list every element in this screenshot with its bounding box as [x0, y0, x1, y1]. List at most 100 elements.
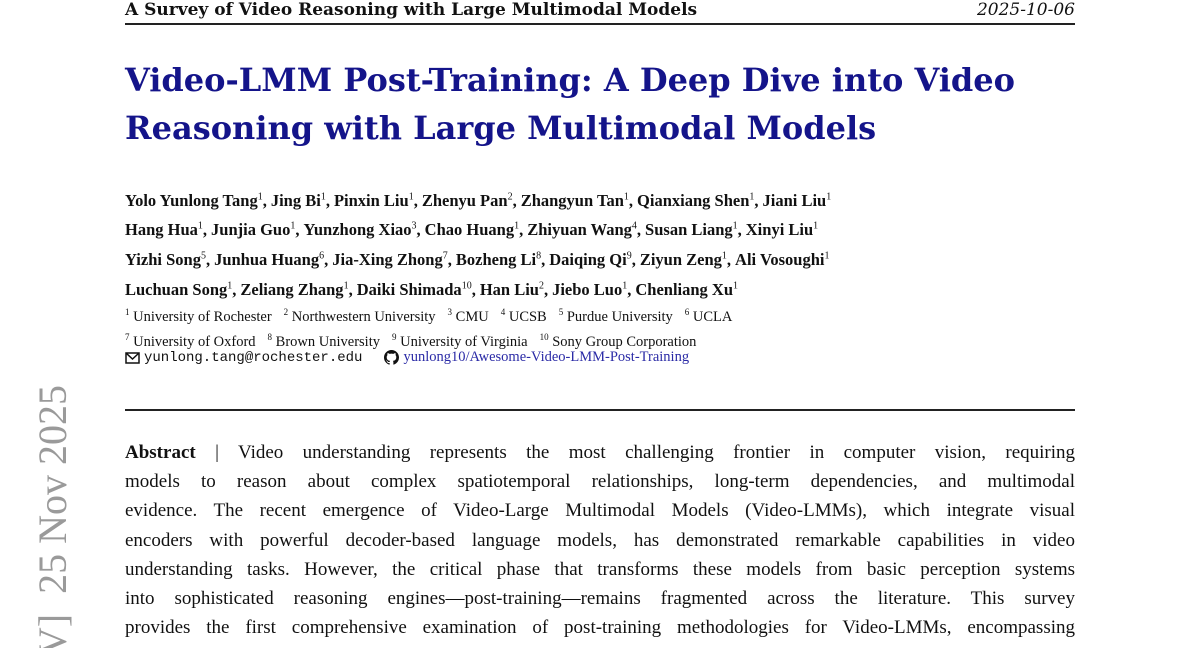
running-title: A Survey of Video Reasoning with Large M…	[125, 0, 698, 20]
running-date: 2025-10-06	[976, 0, 1075, 20]
author-name: Zeliang Zhang	[240, 279, 344, 299]
author-name: Susan Liang	[645, 220, 733, 240]
author: Junhua Huang6	[214, 250, 328, 269]
author-line: Yizhi Song5Junhua Huang6Jia-Xing Zhong7B…	[125, 244, 1075, 274]
affiliation: 2 Northwestern University	[283, 307, 436, 325]
author: Jiani Liu1	[763, 191, 832, 210]
author: Bozheng Li8	[456, 250, 545, 269]
author: Junjia Guo1	[211, 220, 299, 239]
github-link[interactable]: yunlong10/Awesome-Video-LMM-Post-Trainin…	[403, 349, 690, 365]
author-affiliation-mark: 1	[733, 280, 739, 292]
github-icon	[384, 350, 400, 365]
author-affiliation-mark: 1	[408, 191, 414, 202]
author-name: Yunzhong Xiao	[303, 220, 412, 240]
abstract-lead: Abstract | Video understanding represent…	[125, 442, 1075, 463]
author: Chao Huang1	[425, 220, 524, 239]
affiliation-number: 2	[283, 307, 289, 317]
author-line: Hang Hua1Junjia Guo1Yunzhong Xiao3Chao H…	[125, 214, 1075, 244]
affiliation-line: 7 University of Oxford 8 Brown University…	[125, 327, 744, 352]
abstract-text: evidence. The recent emergence of Video-…	[125, 500, 1075, 522]
affiliation-number: 4	[500, 307, 506, 317]
abstract-text: encoders with powerful decoder-based lan…	[125, 529, 1075, 551]
author: Luchuan Song1	[125, 280, 236, 299]
author-affiliation-mark: 7	[442, 250, 448, 262]
author: Daiqing Qi9	[549, 250, 636, 269]
abstract-line: into sophisticated reasoning engines—pos…	[125, 584, 1075, 613]
affiliation-name: Purdue University	[566, 308, 673, 325]
affiliation-number: 3	[447, 307, 453, 317]
author-affiliation-mark: 2	[538, 280, 544, 292]
affiliation-number: 7	[125, 331, 130, 342]
author: Xinyi Liu1	[746, 220, 818, 239]
affiliation-number: 6	[684, 307, 690, 317]
author-affiliation-mark: 1	[749, 191, 755, 202]
author-affiliation-mark: 3	[411, 220, 417, 232]
author-affiliation-mark: 6	[319, 250, 325, 262]
affiliation-number: 5	[558, 307, 564, 317]
author-affiliation-mark: 1	[290, 220, 296, 232]
author-name: Jiebo Luo	[552, 279, 623, 299]
author-affiliation-mark: 1	[622, 280, 628, 292]
author-name: Hang Hua	[125, 220, 198, 240]
affiliation-name: Brown University	[275, 333, 380, 350]
author-affiliation-mark: 1	[826, 191, 832, 202]
abstract-line: evidence. The recent emergence of Video-…	[125, 496, 1075, 525]
author: Susan Liang1	[645, 220, 742, 239]
author-affiliation-mark: 1	[257, 191, 263, 202]
author-affiliation-mark: 1	[623, 191, 629, 202]
abstract-line: models to reason about complex spatiotem…	[125, 467, 1075, 496]
section-rule	[125, 409, 1075, 411]
author: Yunzhong Xiao3	[303, 220, 420, 239]
abstract-line: encoders with powerful decoder-based lan…	[125, 526, 1075, 555]
author-name: Zhiyuan Wang	[527, 220, 632, 240]
author-affiliation-mark: 1	[320, 191, 326, 202]
affiliation-name: Sony Group Corporation	[552, 333, 697, 350]
author-name: Daiki Shimada	[356, 279, 462, 299]
author-affiliation-mark: 1	[732, 220, 738, 232]
author: Hang Hua1	[125, 220, 207, 239]
author-affiliation-mark: 8	[536, 250, 542, 262]
header-rule	[125, 23, 1075, 25]
arxiv-stamp-text: V] 25 Nov 2025	[30, 385, 75, 648]
author: Zeliang Zhang1	[240, 280, 352, 299]
author-affiliation-mark: 1	[824, 250, 830, 262]
author-name: Luchuan Song	[125, 279, 228, 299]
author-affiliation-mark: 1	[343, 280, 349, 292]
author: Daiki Shimada10	[357, 280, 476, 299]
author: Ziyun Zeng1	[640, 250, 731, 269]
affiliation: 6 UCLA	[684, 307, 733, 325]
author-name: Zhenyu Pan	[421, 190, 508, 210]
abstract-text: provides the first comprehensive examina…	[125, 617, 1075, 639]
abstract-label: Abstract	[125, 442, 196, 463]
author: Han Liu2	[480, 280, 548, 299]
affiliation-number: 1	[125, 307, 130, 317]
author: Jing Bi1	[271, 191, 330, 210]
affiliation-line: 1 University of Rochester 2 Northwestern …	[125, 302, 744, 327]
affiliation-name: University of Rochester	[133, 308, 272, 325]
author-name: Chenliang Xu	[635, 279, 734, 299]
author: Yizhi Song5	[125, 250, 210, 269]
author-affiliation-mark: 1	[813, 220, 819, 232]
affiliation-name: University of Oxford	[133, 333, 256, 350]
author-affiliation-mark: 5	[200, 250, 206, 262]
author-name: Han Liu	[479, 279, 539, 299]
affiliation-name: UCLA	[692, 308, 733, 325]
email[interactable]: yunlong.tang@rochester.edu	[144, 349, 363, 366]
contact-row: yunlong.tang@rochester.edu yunlong10/Awe…	[125, 349, 689, 366]
author-affiliation-mark: 1	[721, 250, 727, 262]
author-line: Yolo Yunlong Tang1Jing Bi1Pinxin Liu1Zhe…	[125, 184, 1075, 214]
affiliation: 3 CMU	[447, 307, 489, 325]
author-name: Yolo Yunlong Tang	[125, 190, 258, 210]
author: Ali Vosoughi1	[735, 250, 829, 269]
author-name: Xinyi Liu	[745, 220, 814, 240]
abstract-text: understanding tasks. However, the critic…	[125, 558, 1075, 580]
author-affiliation-mark: 1	[197, 220, 203, 232]
author-affiliation-mark: 1	[227, 280, 233, 292]
author-name: Pinxin Liu	[333, 190, 409, 210]
author-name: Junhua Huang	[214, 250, 320, 270]
affiliation-number: 8	[267, 331, 273, 342]
author-list: Yolo Yunlong Tang1Jing Bi1Pinxin Liu1Zhe…	[125, 184, 1075, 303]
author: Zhiyuan Wang4	[527, 220, 641, 239]
author-affiliation-mark: 10	[461, 280, 472, 292]
